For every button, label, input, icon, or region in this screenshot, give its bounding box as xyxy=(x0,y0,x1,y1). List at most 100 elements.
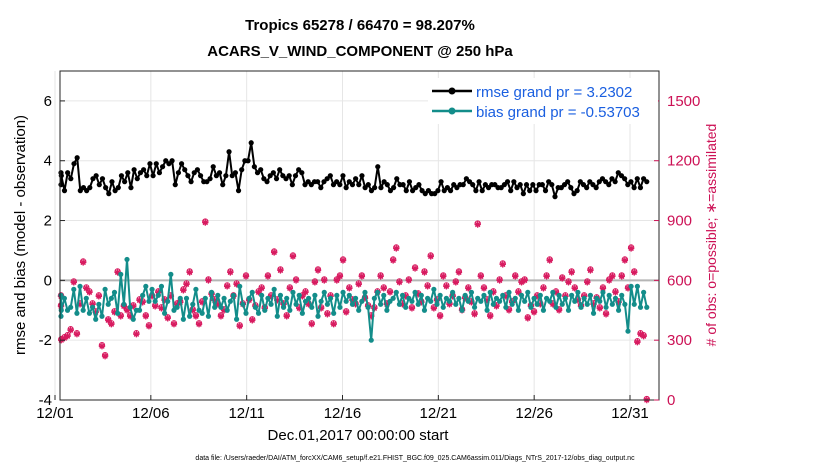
bias-point xyxy=(149,286,155,292)
bias-point xyxy=(227,298,233,304)
rmse-point xyxy=(141,167,147,173)
bias-point xyxy=(440,304,446,310)
bias-point xyxy=(108,295,114,301)
rmse-point xyxy=(438,179,444,185)
bias-point xyxy=(193,286,199,292)
rmse-point xyxy=(251,164,257,170)
legend-bias-label: bias grand pr = -0.53703 xyxy=(476,104,640,121)
bias-point xyxy=(321,289,327,295)
obs-marker xyxy=(452,278,459,286)
obs-assimilated-marker xyxy=(584,279,591,286)
obs-assimilated-marker xyxy=(427,253,434,260)
obs-assimilated-marker xyxy=(415,291,422,298)
obs-marker xyxy=(355,280,362,288)
bias-point xyxy=(631,301,637,307)
rmse-point xyxy=(264,179,270,185)
bias-point xyxy=(205,313,212,319)
obs-assimilated-marker xyxy=(518,279,525,286)
rmse-point xyxy=(634,176,640,182)
rmse-point xyxy=(235,188,242,194)
obs-assimilated-marker xyxy=(418,299,425,306)
bias-point xyxy=(384,307,390,313)
rmse-point xyxy=(226,149,232,155)
obs-marker xyxy=(487,312,494,320)
obs-assimilated-marker xyxy=(183,281,190,288)
obs-assimilated-marker xyxy=(405,277,413,284)
bias-point xyxy=(212,304,218,310)
bias-point xyxy=(68,304,74,310)
obs-assimilated-marker xyxy=(602,311,610,318)
obs-assimilated-marker xyxy=(214,301,222,308)
rmse-point xyxy=(318,185,324,191)
obs-marker xyxy=(496,276,503,284)
obs-assimilated-marker xyxy=(368,313,375,320)
bias-point xyxy=(255,310,262,316)
obs-assimilated-marker xyxy=(324,311,331,318)
bias-point xyxy=(96,301,102,307)
bias-point xyxy=(553,304,559,310)
bias-point xyxy=(237,283,243,289)
rmse-point xyxy=(530,182,536,188)
rmse-point xyxy=(172,182,178,188)
bias-point xyxy=(274,313,280,319)
bias-point xyxy=(481,292,487,298)
rmse-point xyxy=(109,179,115,185)
obs-assimilated-marker xyxy=(317,305,325,312)
bias-point xyxy=(365,304,371,310)
bias-point xyxy=(468,289,475,295)
obs-assimilated-marker xyxy=(220,307,228,314)
rmse-point xyxy=(539,182,545,188)
obs-marker xyxy=(142,312,150,320)
rmse-point xyxy=(473,188,479,194)
bias-point xyxy=(130,316,136,322)
bias-point xyxy=(136,307,143,313)
rmse-point xyxy=(220,182,226,188)
bias-point xyxy=(634,283,640,289)
obs-marker xyxy=(302,288,309,296)
obs-marker xyxy=(396,278,403,286)
obs-assimilated-marker xyxy=(148,293,156,300)
obs-marker xyxy=(568,268,575,276)
rmse-point xyxy=(340,173,346,179)
obs-assimilated-marker xyxy=(296,305,303,312)
rmse-point xyxy=(61,188,68,194)
obs-assimilated-marker xyxy=(98,342,106,350)
bias-point xyxy=(637,304,644,310)
rmse-point xyxy=(93,173,99,179)
obs-assimilated-marker xyxy=(70,279,77,286)
obs-assimilated-marker xyxy=(483,297,491,304)
bias-point xyxy=(378,301,384,307)
obs-assimilated-marker xyxy=(596,305,604,312)
obs-assimilated-marker xyxy=(430,305,438,312)
bias-point xyxy=(559,301,565,307)
obs-marker xyxy=(98,342,106,350)
bias-point xyxy=(246,295,252,301)
obs-assimilated-marker xyxy=(355,281,362,288)
obs-marker xyxy=(242,272,250,280)
rmse-point xyxy=(391,185,397,191)
obs-marker xyxy=(224,282,231,290)
bias-point xyxy=(249,289,255,295)
bias-point xyxy=(434,301,440,307)
bias-point xyxy=(58,307,64,313)
obs-assimilated-marker xyxy=(505,307,513,314)
bias-point xyxy=(547,298,553,304)
rmse-point xyxy=(169,158,175,164)
obs-marker xyxy=(292,276,300,284)
obs-marker xyxy=(346,284,353,292)
bias-point xyxy=(393,289,399,295)
rmse-point xyxy=(644,179,650,185)
obs-marker xyxy=(430,304,438,312)
obs-assimilated-marker xyxy=(79,259,87,266)
bias-point xyxy=(396,301,403,307)
obs-marker xyxy=(612,288,619,296)
obs-marker xyxy=(465,284,472,292)
bias-point xyxy=(71,286,77,292)
bias-point xyxy=(515,307,521,313)
obs-marker xyxy=(270,248,278,256)
rmse-point xyxy=(523,182,530,188)
obs-marker xyxy=(421,268,428,276)
obs-marker xyxy=(73,330,81,338)
obs-assimilated-marker xyxy=(436,313,444,320)
rmse-point xyxy=(565,179,571,185)
